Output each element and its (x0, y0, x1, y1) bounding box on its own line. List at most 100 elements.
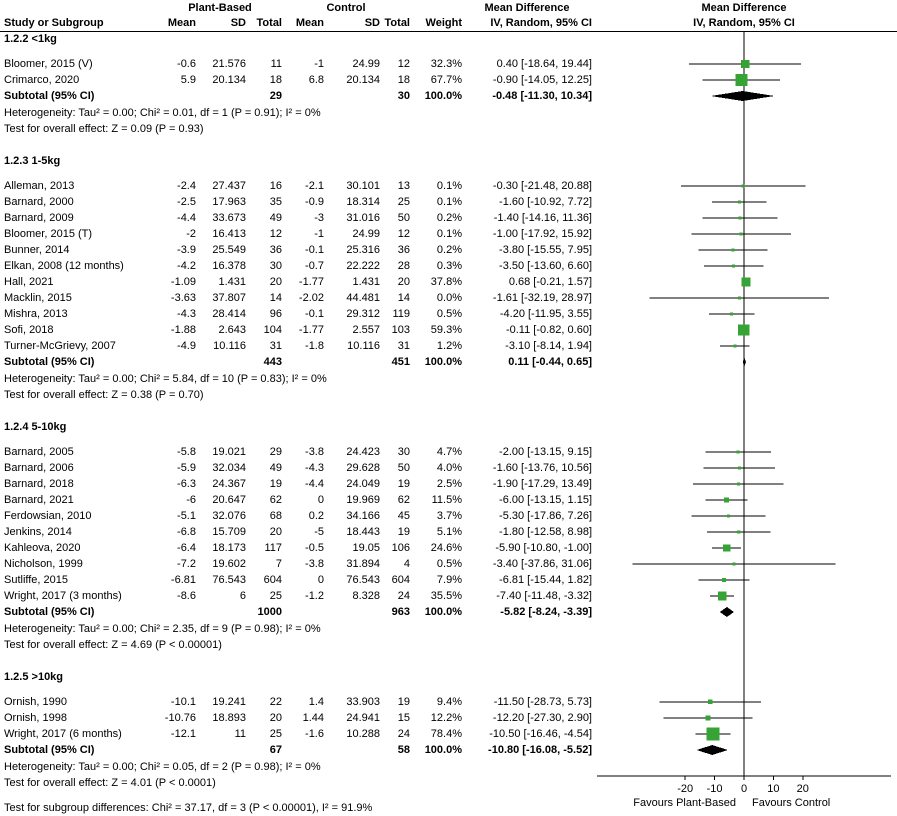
weight: 4.7% (436, 446, 462, 458)
overall-effect-text: Test for overall effect: Z = 0.38 (P = 0… (4, 389, 204, 401)
study-row: Alleman, 2013 -2.4 27.437 16 -2.1 30.101 13 0.1… (0, 178, 592, 194)
ctrl-total: 20 (397, 276, 410, 288)
study-name: Alleman, 2013 (4, 180, 75, 192)
study-row: Sofi, 2018 -1.88 2.643 104 -1.77 2.557 103 59.3… (0, 322, 592, 338)
weight: 0.1% (436, 228, 462, 240)
exp-sd: 32.076 (212, 510, 246, 522)
md-ci: -10.80 [-16.08, -5.52] (488, 744, 592, 756)
ctrl-sd: 24.423 (346, 446, 380, 458)
exp-mean: -5.9 (177, 462, 196, 474)
md-ci: -5.82 [-8.24, -3.39] (500, 606, 592, 618)
ctrl-total: 18 (397, 74, 410, 86)
ctrl-total: 31 (397, 340, 410, 352)
ctrl-mean: -2.02 (298, 292, 324, 304)
effect-marker (736, 482, 740, 486)
exp-total: 22 (269, 696, 282, 708)
subgroup-label: 1.2.5 >10kg (4, 671, 64, 683)
ctrl-sd: 18.443 (346, 526, 380, 538)
study-name: Nicholson, 1999 (4, 558, 83, 570)
ctrl-total: 4 (403, 558, 410, 570)
weight-column-header: Weight (425, 17, 462, 29)
ctrl-sd: 24.99 (352, 228, 380, 240)
ctrl-mean: -1.77 (298, 324, 324, 336)
md-ci: -1.60 [-13.76, 10.56] (492, 462, 592, 474)
effect-marker (738, 324, 750, 336)
exp-mean: -6.4 (177, 542, 196, 554)
overall-effect-text: Test for overall effect: Z = 0.09 (P = 0… (4, 123, 204, 135)
ctrl-mean: 0 (317, 574, 324, 586)
effect-marker (731, 248, 735, 252)
effect-marker (741, 277, 751, 287)
ctrl-sd: 10.288 (346, 728, 380, 740)
subtotal-label: Subtotal (95% CI) (4, 744, 95, 756)
subgroup-title: 1.2.5 >10kg (0, 669, 592, 694)
effect-marker (721, 577, 726, 582)
exp-mean: -0.6 (177, 58, 196, 70)
exp-sd-header: SD (230, 17, 246, 29)
exp-sd: 18.173 (212, 542, 246, 554)
effect-marker (732, 562, 736, 566)
overall-effect-note: Test for overall effect: Z = 0.38 (P = 0… (0, 387, 592, 403)
ctrl-sd: 31.016 (346, 212, 380, 224)
ctrl-total-header: Total (384, 17, 410, 29)
study-name: Barnard, 2021 (4, 494, 74, 506)
heterogeneity-text: Heterogeneity: Tau² = 0.00; Chi² = 0.05,… (4, 761, 321, 773)
subtotal-diamond (719, 607, 734, 617)
exp-sd: 19.241 (212, 696, 246, 708)
study-name: Bunner, 2014 (4, 244, 70, 256)
exp-total: 31 (269, 340, 282, 352)
exp-sd: 25.549 (212, 244, 246, 256)
exp-total: 20 (269, 526, 282, 538)
md-ci: -6.00 [-13.15, 1.15] (499, 494, 592, 506)
ctrl-mean: -3 (314, 212, 324, 224)
ctrl-total: 50 (397, 462, 410, 474)
exp-sd: 6 (239, 590, 246, 602)
exp-sd: 32.034 (212, 462, 246, 474)
exp-sd: 17.963 (212, 196, 246, 208)
exp-sd: 1.431 (218, 276, 246, 288)
ctrl-total: 30 (397, 90, 410, 102)
ctrl-mean: 0 (317, 494, 324, 506)
exp-total: 29 (269, 446, 282, 458)
exp-sd: 19.021 (212, 446, 246, 458)
exp-total: 62 (269, 494, 282, 506)
ctrl-total: 58 (397, 744, 410, 756)
weight: 100.0% (424, 744, 462, 756)
exp-total: 14 (269, 292, 282, 304)
weight: 7.9% (436, 574, 462, 586)
exp-mean: -7.2 (177, 558, 196, 570)
exp-total: 36 (269, 244, 282, 256)
study-row: Nicholson, 1999 -7.2 19.602 7 -3.8 31.894 4 0.5… (0, 556, 592, 572)
effect-marker (717, 591, 727, 601)
weight: 100.0% (424, 90, 462, 102)
heterogeneity-note: Heterogeneity: Tau² = 0.00; Chi² = 5.84,… (0, 371, 592, 387)
md-ci: -4.20 [-11.95, 3.55] (499, 308, 592, 320)
header-rule (0, 31, 897, 32)
md-ci: -3.80 [-15.55, 7.95] (499, 244, 592, 256)
exp-sd: 28.414 (212, 308, 246, 320)
exp-total: 25 (269, 728, 282, 740)
axis-tick-label: -20 (677, 783, 693, 795)
md-ci: -1.80 [-12.58, 8.98] (499, 526, 592, 538)
weight: 0.2% (436, 244, 462, 256)
exp-sd: 76.543 (212, 574, 246, 586)
ctrl-mean: -3.8 (305, 446, 324, 458)
ctrl-mean: 1.4 (308, 696, 324, 708)
weight: 24.6% (430, 542, 462, 554)
subtotal-row: Subtotal (95% CI) 29 30 100.0% -0.48 [-11.30… (0, 88, 592, 105)
exp-sd: 21.576 (212, 58, 246, 70)
effect-marker (726, 514, 730, 518)
heterogeneity-text: Heterogeneity: Tau² = 0.00; Chi² = 2.35,… (4, 623, 321, 635)
overall-effect-text: Test for overall effect: Z = 4.01 (P < 0… (4, 777, 216, 789)
study-name: Barnard, 2009 (4, 212, 74, 224)
md-ci: -12.20 [-27.30, 2.90] (492, 712, 592, 724)
overall-effect-note: Test for overall effect: Z = 4.01 (P < 0… (0, 775, 592, 791)
study-name: Bloomer, 2015 (T) (4, 228, 93, 240)
exp-sd: 15.709 (212, 526, 246, 538)
ctrl-mean: 0.2 (308, 510, 324, 522)
subtotal-diamond (742, 357, 746, 367)
weight: 5.1% (436, 526, 462, 538)
heterogeneity-note: Heterogeneity: Tau² = 0.00; Chi² = 2.35,… (0, 621, 592, 637)
exp-total: 1000 (257, 606, 282, 618)
ctrl-sd: 8.328 (352, 590, 380, 602)
